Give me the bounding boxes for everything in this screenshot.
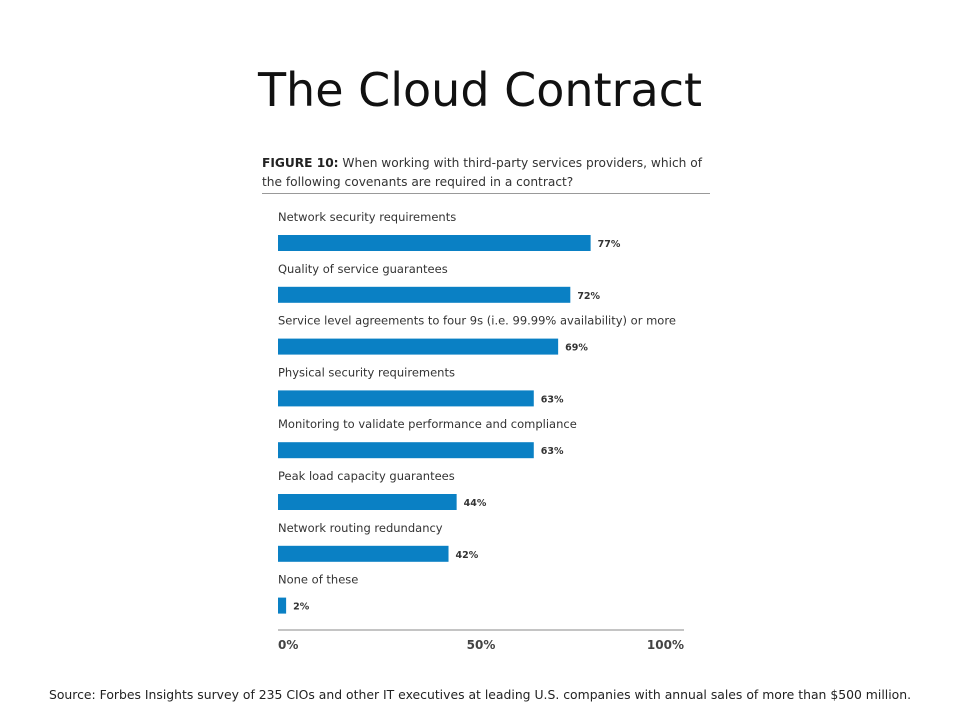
bar-quality-of-service-guarantees: [278, 286, 571, 303]
bar-network-routing-redundancy: [278, 545, 449, 562]
bar-monitoring-to-validate-performance-and-compliance: [278, 442, 534, 459]
category-label: Physical security requirements: [278, 365, 455, 379]
bar-network-security-requirements: [278, 235, 591, 251]
bar-physical-security-requirements: [278, 390, 534, 407]
bar-peak-load-capacity-guarantees: [278, 494, 457, 510]
category-label: Service level agreements to four 9s (i.e…: [278, 314, 676, 328]
value-label: 44%: [464, 498, 487, 509]
value-label: 63%: [541, 394, 564, 405]
bar-chart: Network security requirements 77% Quality …: [278, 210, 684, 652]
value-label: 72%: [577, 291, 600, 302]
category-label: Network routing redundancy: [278, 521, 443, 535]
bar-service-level-agreements-to-four-9s-i-e-99-99-availability-or-more: [278, 338, 559, 355]
category-label: Monitoring to validate performance and c…: [278, 417, 577, 431]
value-label: 77%: [598, 239, 621, 250]
slide-title: The Cloud Contract: [257, 63, 703, 117]
value-label: 63%: [541, 446, 564, 457]
category-label: Network security requirements: [278, 210, 456, 224]
category-label: Peak load capacity guarantees: [278, 469, 455, 483]
figure-number: FIGURE 10:: [262, 156, 339, 170]
category-label: None of these: [278, 573, 358, 587]
figure-heading: FIGURE 10: When working with third-party…: [262, 154, 712, 192]
source-note: Source: Forbes Insights survey of 235 CI…: [48, 687, 912, 702]
x-tick-label: 100%: [647, 638, 684, 652]
x-tick-label: 0%: [278, 638, 298, 652]
bar-none-of-these: [278, 597, 287, 614]
x-tick-label: 50%: [467, 638, 496, 652]
value-label: 42%: [456, 550, 479, 561]
heading-divider: [262, 193, 710, 194]
value-label: 2%: [293, 602, 310, 613]
figure-question: When working with third-party services p…: [262, 156, 703, 189]
value-label: 69%: [565, 343, 588, 354]
category-label: Quality of service guarantees: [278, 262, 448, 276]
